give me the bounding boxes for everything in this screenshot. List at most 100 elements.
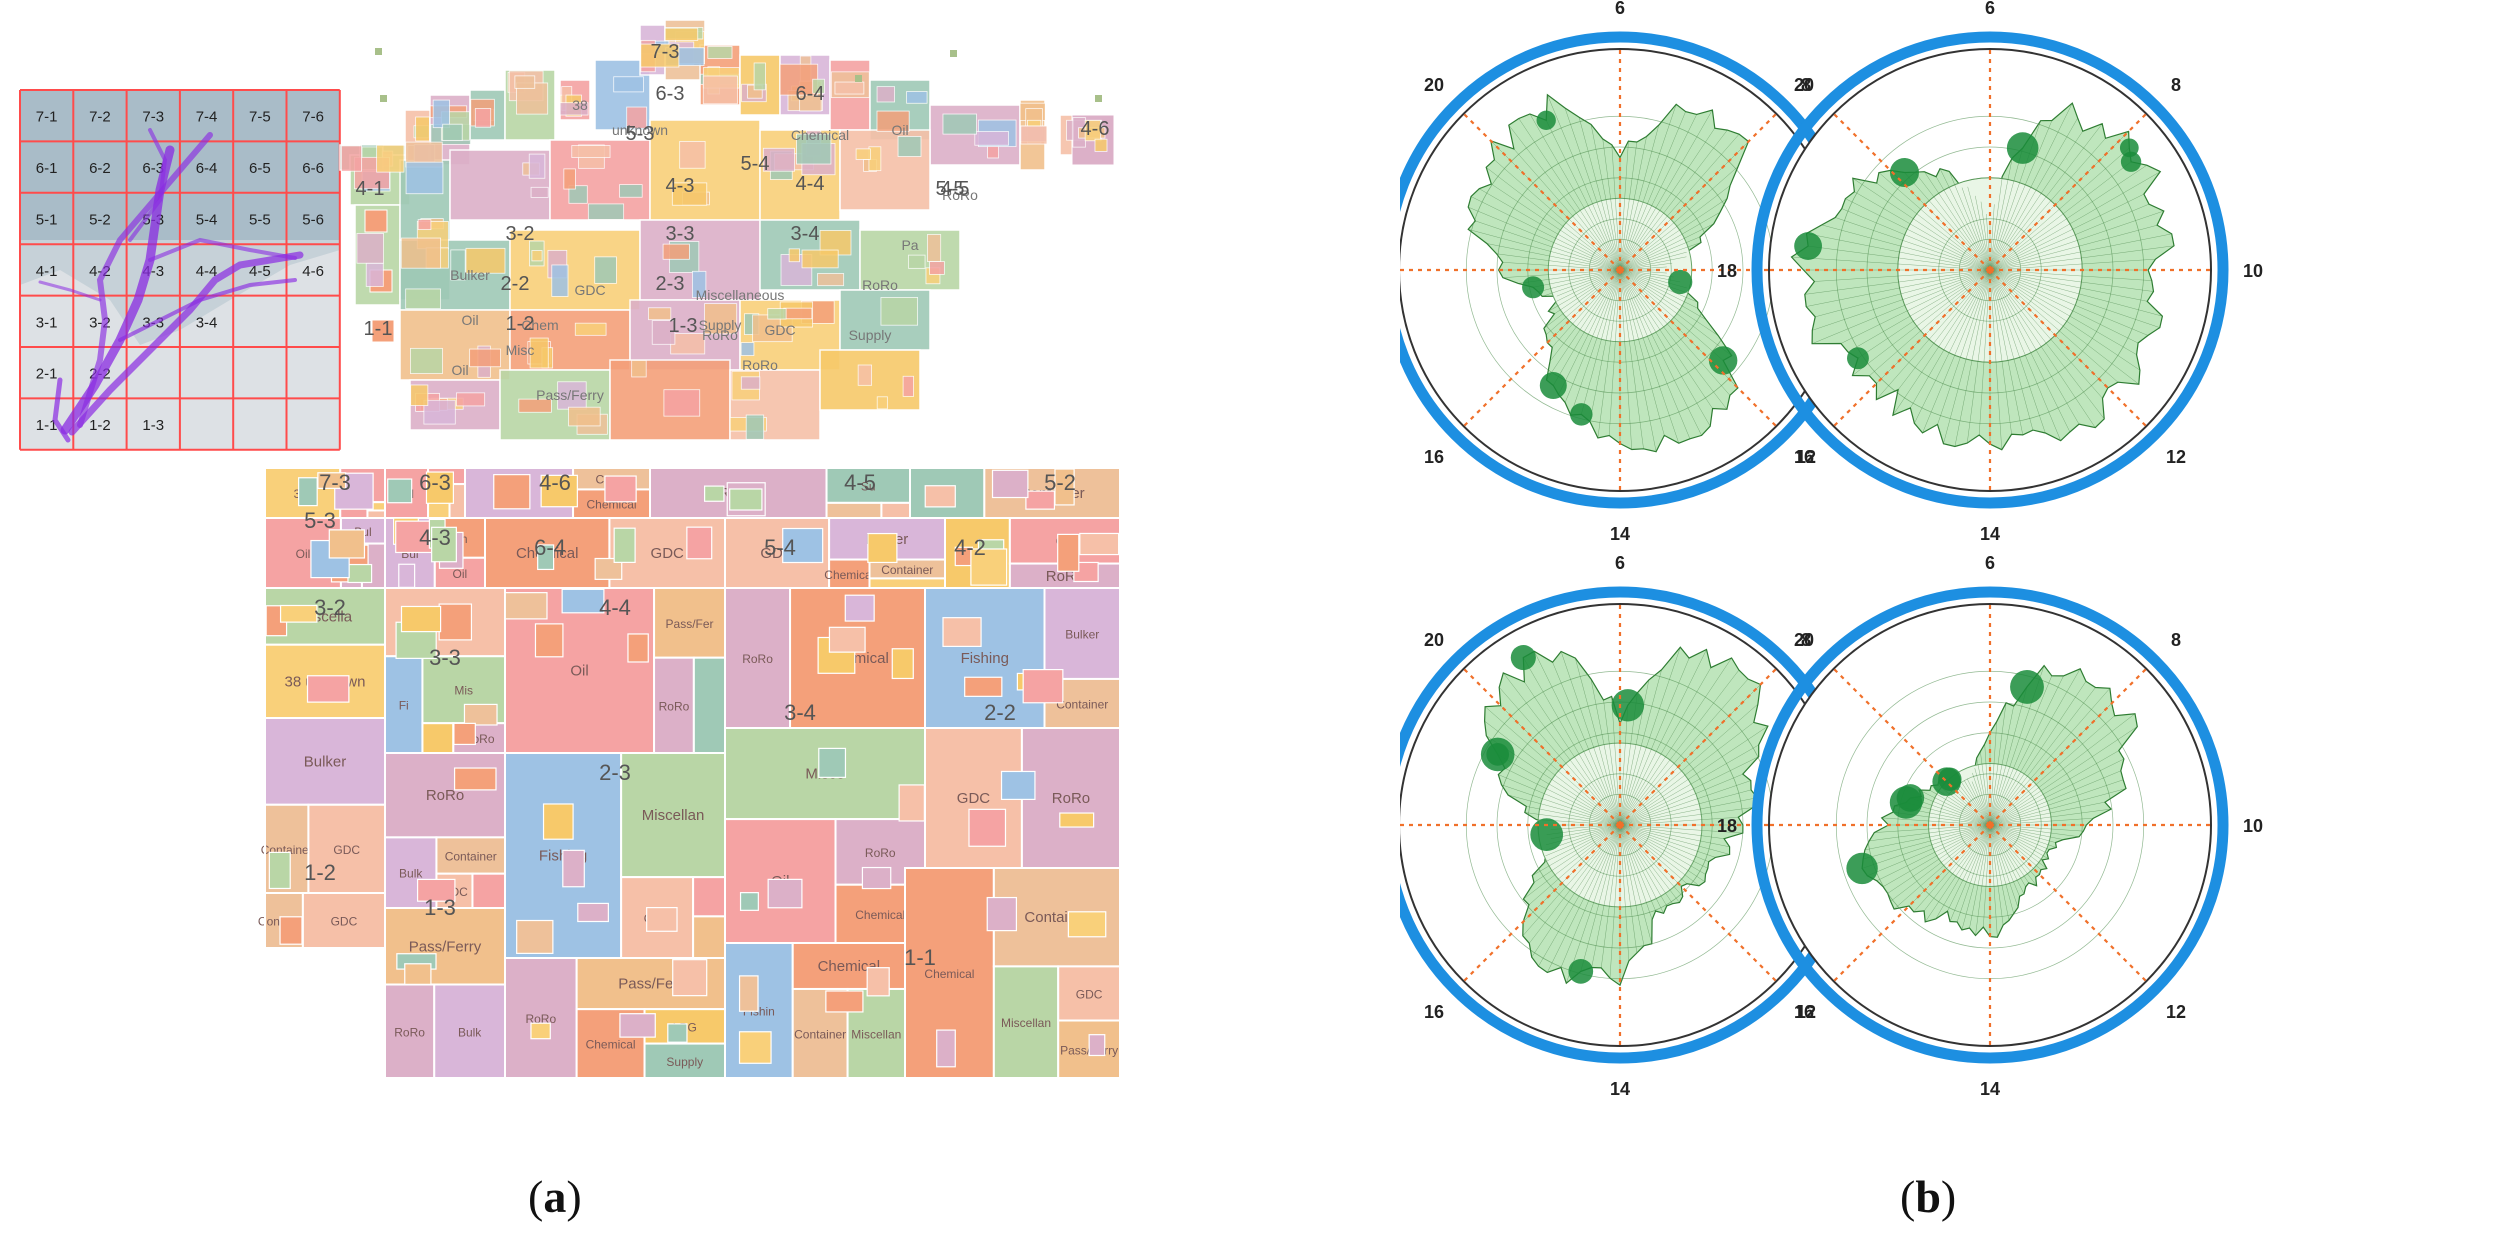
rose-spoke bbox=[1619, 269, 1657, 452]
rose-spoke bbox=[1566, 824, 1621, 984]
rose-spoke bbox=[1989, 824, 2048, 854]
rose-spoke bbox=[1591, 824, 1621, 968]
treemap-region-label: 7-3 bbox=[319, 470, 351, 495]
cartogram-cell bbox=[365, 262, 384, 287]
rose-spoke bbox=[1914, 269, 1991, 424]
cartogram-cell bbox=[783, 307, 813, 320]
rose-highlight bbox=[1611, 689, 1645, 722]
rose-spoke bbox=[1619, 816, 1739, 826]
rose-spoke bbox=[1619, 129, 1728, 271]
rose-spoke bbox=[1619, 679, 1650, 826]
rose-spoke bbox=[1869, 269, 1991, 376]
cartogram-region-label: 2-3 bbox=[656, 273, 685, 295]
rose-spoke bbox=[1890, 824, 1991, 902]
treemap-cell bbox=[268, 851, 291, 890]
rose-spoke bbox=[1852, 269, 1991, 376]
rose-spoke bbox=[1910, 797, 1991, 826]
grid-cell-label: 6-6 bbox=[302, 160, 324, 177]
treemap-cell bbox=[898, 784, 925, 822]
treemap-cell bbox=[619, 1013, 656, 1038]
cartogram-region-label: 4-6 bbox=[1081, 118, 1110, 140]
rose-spoke bbox=[1619, 824, 1716, 858]
rose-spoke bbox=[1619, 658, 1690, 826]
treemap-cell bbox=[818, 747, 847, 778]
rose-spoke bbox=[1989, 750, 2119, 826]
treemap-cell-label: RoRo bbox=[1052, 790, 1090, 807]
rose-spoke bbox=[1989, 721, 1998, 826]
rose-spoke bbox=[1989, 269, 2096, 428]
rose-spoke bbox=[1878, 172, 1991, 271]
treemap-cell-label: Container bbox=[881, 563, 933, 577]
grid-cell-label: 3-1 bbox=[36, 314, 58, 331]
treemap-cell-label: RoRo bbox=[659, 699, 690, 713]
treemap-cell bbox=[739, 892, 759, 911]
rose-spoke bbox=[1533, 824, 1621, 883]
rose-spoke bbox=[1989, 269, 2163, 317]
treemap-cell-label: Chemical bbox=[855, 908, 905, 922]
rose-spoke bbox=[1923, 824, 1991, 912]
cartogram-region-label: 5-4 bbox=[741, 153, 770, 175]
rose-spoke bbox=[1806, 269, 1991, 307]
rose-spoke bbox=[1989, 726, 2138, 826]
treemap-cell bbox=[880, 501, 912, 519]
hour-label: 14 bbox=[1610, 1079, 1630, 1099]
cartogram-cell-label: Supply bbox=[699, 317, 742, 333]
cartogram-cell bbox=[897, 136, 922, 157]
treemap-cell bbox=[493, 474, 531, 510]
rose-spoke bbox=[1876, 824, 1991, 882]
treemap-cell-label: Fishing bbox=[961, 650, 1009, 667]
cartogram-region-label: 3-3 bbox=[666, 223, 695, 245]
rose-spoke bbox=[1619, 824, 1645, 946]
rose-spoke bbox=[1619, 242, 1702, 271]
rose-spoke bbox=[1989, 824, 2029, 883]
rose-spoke bbox=[1989, 258, 2156, 271]
rose-spoke bbox=[1538, 824, 1621, 967]
treemap-region-label: 2-2 bbox=[984, 700, 1016, 725]
rose-spoke bbox=[1989, 102, 2073, 271]
rose-spoke bbox=[1503, 672, 1621, 826]
grid-cell-label: 5-5 bbox=[249, 212, 271, 229]
rose-spoke bbox=[1468, 206, 1621, 271]
rose-spoke bbox=[1925, 824, 1991, 923]
rose-spoke bbox=[1619, 824, 1700, 886]
rose-spoke bbox=[1498, 774, 1621, 826]
treemap-cell bbox=[317, 472, 347, 489]
hour-label: 16 bbox=[1424, 1002, 1444, 1022]
rose-spoke bbox=[1578, 117, 1621, 271]
rose-spoke bbox=[1479, 188, 1621, 271]
rose-spoke bbox=[1619, 824, 1673, 904]
treemap-region-label: 2-3 bbox=[599, 760, 631, 785]
rose-spoke bbox=[1619, 824, 1630, 961]
rose-spoke bbox=[1619, 141, 1629, 271]
grid-cell-label: 7-1 bbox=[36, 109, 58, 126]
cartogram-cell-label: Supply bbox=[849, 327, 892, 343]
treemap-cell bbox=[646, 906, 678, 932]
rose-highlight bbox=[1938, 767, 1962, 791]
rose-highlight bbox=[1539, 372, 1567, 400]
hour-axis bbox=[1619, 824, 1778, 983]
scatter-dot bbox=[1095, 95, 1102, 102]
grid-cell-label: 6-3 bbox=[142, 160, 164, 177]
treemap-cell bbox=[653, 656, 695, 754]
treemap-cell bbox=[968, 808, 1007, 847]
hour-axis bbox=[1462, 667, 1621, 826]
treemap-cell-label: Fi bbox=[399, 699, 409, 713]
rose-spoke bbox=[1989, 713, 2136, 826]
rose-spoke bbox=[1547, 94, 1621, 271]
treemap-cell bbox=[672, 959, 708, 997]
rose-spoke bbox=[1989, 157, 2013, 271]
cartogram-cell bbox=[415, 116, 430, 142]
rose-spoke bbox=[1989, 269, 2141, 371]
treemap-cell-label: RoRo bbox=[742, 652, 773, 666]
treemap-cell bbox=[738, 975, 759, 1012]
polar-plot-2: 6 8 10 12 14 16 18 20 bbox=[1717, 0, 2263, 544]
cartogram-region-label: 4-1 bbox=[356, 178, 385, 200]
treemap-cell-label: Miscellan bbox=[851, 1027, 901, 1041]
rose-spoke bbox=[1943, 269, 1991, 444]
rose-spoke bbox=[1547, 824, 1621, 973]
rose-spoke bbox=[1552, 662, 1621, 826]
hour-label: 6 bbox=[1985, 0, 1995, 18]
rose-spoke bbox=[1989, 688, 2111, 826]
cartogram-cell bbox=[410, 347, 443, 374]
rose-spoke bbox=[1989, 824, 2080, 837]
